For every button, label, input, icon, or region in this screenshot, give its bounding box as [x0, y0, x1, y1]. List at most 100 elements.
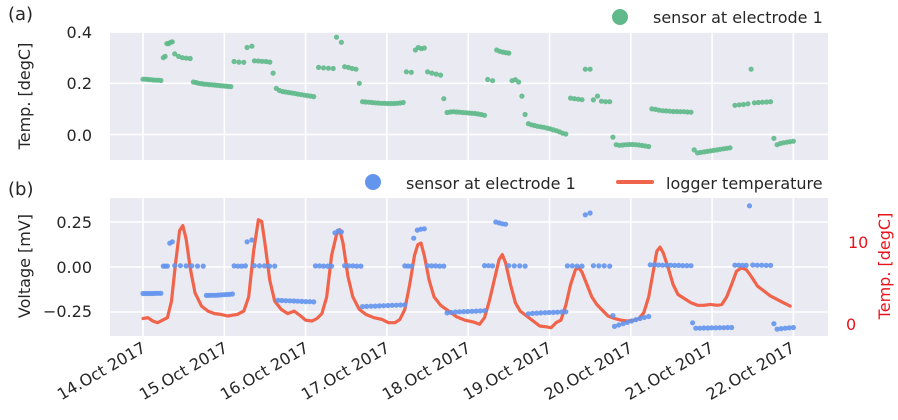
data-point — [231, 263, 237, 269]
data-point — [579, 97, 585, 103]
data-point — [481, 308, 488, 314]
data-point — [620, 321, 626, 327]
panel-b-y-tick-right: 10 — [848, 233, 868, 252]
legend-label-logger: logger temperature — [666, 174, 823, 193]
data-point — [525, 311, 532, 317]
data-point — [231, 58, 237, 65]
data-point — [546, 309, 552, 316]
data-point — [670, 108, 676, 115]
data-point — [325, 65, 331, 71]
data-point — [311, 299, 317, 305]
data-point — [255, 58, 261, 64]
data-point — [750, 262, 756, 268]
panel-b-y-axis-label: Voltage [mV] — [15, 214, 34, 318]
data-point — [172, 263, 178, 269]
panel-a-points — [140, 34, 797, 156]
data-point — [338, 229, 344, 235]
data-point — [601, 263, 607, 269]
data-point — [425, 69, 431, 75]
data-point — [228, 84, 234, 90]
data-point — [389, 302, 395, 308]
data-point — [693, 325, 699, 331]
data-point — [342, 263, 348, 269]
data-point — [684, 263, 690, 269]
data-point — [183, 263, 189, 269]
data-point — [542, 310, 548, 316]
data-point — [534, 310, 540, 316]
data-point — [721, 325, 727, 331]
data-point — [677, 109, 683, 115]
data-point — [771, 135, 777, 141]
data-point — [668, 262, 674, 268]
data-point — [607, 263, 613, 269]
data-point — [748, 66, 754, 72]
data-point — [519, 93, 525, 99]
x-tick-label: 16.Oct 2017 — [217, 338, 312, 404]
data-point — [554, 309, 561, 315]
data-point — [158, 77, 164, 84]
data-point — [368, 303, 374, 309]
data-point — [647, 262, 653, 268]
data-point — [169, 239, 175, 245]
x-tick-label: 17.Oct 2017 — [298, 338, 393, 404]
data-point — [771, 321, 777, 327]
data-point — [659, 262, 666, 268]
data-point — [759, 262, 765, 268]
x-tick-label: 14.Oct 2017 — [54, 338, 149, 404]
data-point — [754, 262, 760, 268]
data-point — [774, 326, 780, 332]
data-point — [763, 262, 769, 268]
data-point — [259, 58, 265, 64]
data-point — [646, 143, 652, 150]
data-point — [408, 263, 414, 269]
panel-b-y-axis-label-right: Temp. [degC] — [875, 213, 894, 321]
data-point — [680, 263, 686, 269]
data-point — [177, 263, 183, 269]
data-point — [587, 210, 593, 216]
data-point — [690, 320, 696, 326]
data-point — [790, 138, 797, 144]
data-point — [782, 325, 788, 331]
data-point — [511, 263, 517, 269]
data-point — [267, 59, 273, 65]
data-point — [664, 262, 670, 268]
data-point — [594, 93, 601, 99]
data-point — [739, 262, 746, 268]
data-point — [485, 76, 491, 83]
data-point — [590, 97, 597, 103]
data-point — [256, 263, 263, 269]
data-point — [571, 96, 578, 102]
data-point — [629, 318, 635, 324]
data-point — [244, 44, 250, 51]
data-point — [529, 310, 536, 316]
data-point — [725, 324, 731, 331]
data-point — [325, 263, 331, 269]
data-point — [272, 263, 278, 269]
data-point — [490, 78, 496, 84]
data-point — [400, 99, 406, 106]
data-point — [251, 263, 257, 269]
data-point — [320, 263, 327, 269]
data-point — [624, 319, 630, 325]
data-point — [790, 324, 797, 331]
legend-marker-sensor — [612, 9, 628, 25]
data-point — [229, 291, 235, 297]
data-point — [408, 69, 414, 75]
x-axis-tick-labels: 14.Oct 2017 15.Oct 2017 16.Oct 2017 17.O… — [54, 338, 798, 404]
data-point — [732, 102, 738, 108]
data-point — [364, 303, 370, 309]
data-point — [385, 302, 391, 309]
data-point — [676, 262, 682, 268]
data-point — [333, 34, 340, 40]
data-point — [320, 65, 327, 71]
data-point — [376, 303, 382, 309]
data-point — [338, 39, 344, 45]
data-point — [421, 226, 427, 232]
data-point — [179, 55, 185, 61]
data-point — [194, 263, 201, 269]
data-point — [717, 325, 723, 331]
data-point — [538, 310, 544, 316]
panel-a: (a) Temp. [degC] 0.4 0.2 0.0 sensor at e… — [8, 4, 828, 160]
data-point — [727, 145, 733, 151]
data-point — [312, 263, 318, 269]
